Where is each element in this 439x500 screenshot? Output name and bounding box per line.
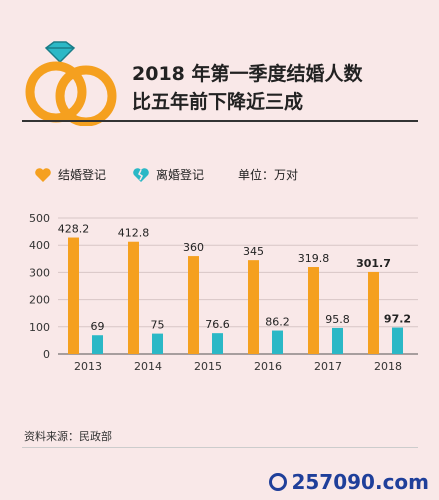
legend-label-divorce: 离婚登记: [156, 168, 205, 182]
y-tick-label: 0: [43, 348, 50, 361]
title-line-1: 2018 年第一季度结婚人数: [132, 63, 363, 85]
bar-marriage: [368, 271, 379, 354]
chart-title: 2018 年第一季度结婚人数 比五年前下降近三成: [132, 60, 363, 116]
legend-label-marriage: 结婚登记: [58, 168, 107, 182]
watermark-logo-icon: [269, 473, 288, 491]
y-tick-label: 100: [29, 321, 50, 334]
bar-marriage: [308, 267, 319, 354]
data-label-divorce: 75: [151, 319, 165, 332]
x-tick-label: 2014: [134, 360, 162, 373]
bar-marriage: [128, 241, 139, 354]
data-label-divorce: 86.2: [265, 316, 290, 329]
data-label-marriage: 428.2: [58, 223, 90, 236]
x-tick-label: 2013: [74, 360, 102, 373]
y-tick-label: 400: [29, 239, 50, 252]
bar-divorce: [392, 327, 403, 354]
y-tick-label: 500: [29, 212, 50, 225]
data-label-marriage: 412.8: [118, 227, 150, 240]
data-label-divorce: 97.2: [384, 313, 411, 326]
data-label-marriage: 319.8: [298, 252, 330, 265]
footer-divider: [22, 447, 418, 448]
x-tick-label: 2016: [254, 360, 282, 373]
bar-divorce: [212, 333, 223, 354]
bar-marriage: [188, 256, 199, 354]
wedding-rings-icon: [25, 41, 117, 126]
data-label-marriage: 345: [243, 245, 264, 258]
bar-marriage: [248, 260, 259, 354]
data-label-divorce: 95.8: [325, 313, 350, 326]
title-divider: [22, 120, 418, 122]
legend-item-marriage: 结婚登记: [34, 166, 106, 183]
legend-item-divorce: 离婚登记: [132, 166, 204, 183]
bar-divorce: [152, 333, 163, 354]
bar-divorce: [272, 330, 283, 354]
bar-divorce: [92, 335, 103, 354]
bar-divorce: [332, 327, 343, 354]
data-label-marriage: 301.7: [356, 257, 391, 270]
x-tick-label: 2015: [194, 360, 222, 373]
data-label-marriage: 360: [183, 241, 204, 254]
bar-marriage: [68, 237, 79, 354]
watermark-text: 257090.com: [291, 470, 429, 494]
heart-icon: [35, 167, 51, 182]
x-tick-label: 2017: [314, 360, 342, 373]
title-line-2: 比五年前下降近三成: [132, 91, 304, 113]
data-label-divorce: 76.6: [205, 318, 230, 331]
y-tick-label: 200: [29, 294, 50, 307]
x-tick-label: 2018: [374, 360, 402, 373]
broken-heart-icon: [133, 167, 149, 182]
source-note: 资料来源：民政部: [24, 430, 112, 443]
data-label-divorce: 69: [91, 320, 105, 333]
watermark: 257090.com: [269, 470, 429, 494]
y-tick-label: 300: [29, 266, 50, 279]
unit-label: 单位：万对: [238, 168, 299, 182]
bar-chart: 0 100 200 300 400 500 428.2 69 2013 412.8 75 2014 36…: [29, 212, 418, 373]
legend: 结婚登记 离婚登记 单位：万对: [34, 166, 298, 183]
